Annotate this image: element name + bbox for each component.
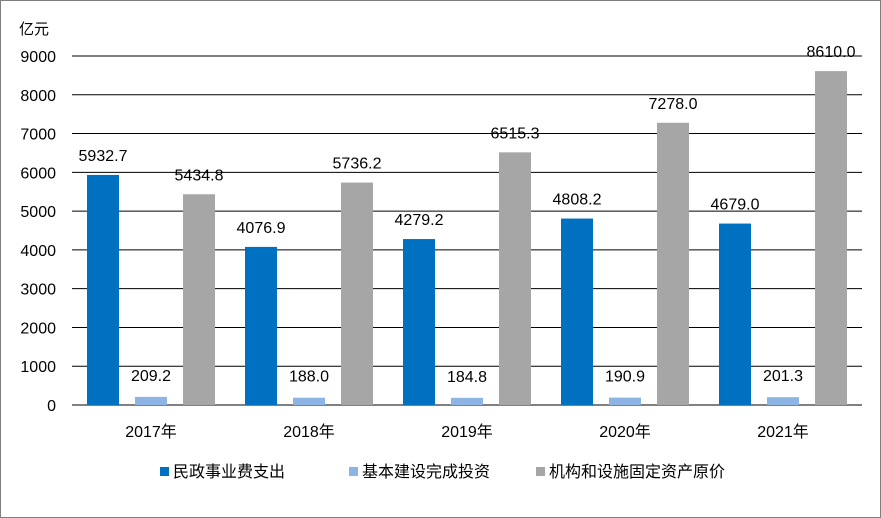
bar-1 bbox=[561, 218, 593, 405]
data-label: 209.2 bbox=[131, 368, 171, 385]
data-label: 4679.0 bbox=[711, 197, 760, 214]
data-label: 188.0 bbox=[289, 369, 329, 386]
legend-swatch-3 bbox=[536, 467, 545, 476]
y-tick-label: 0 bbox=[47, 398, 56, 415]
y-tick-label: 3000 bbox=[20, 282, 56, 299]
data-label: 5434.8 bbox=[175, 167, 224, 184]
data-label: 5736.2 bbox=[333, 156, 382, 173]
bar-1 bbox=[403, 239, 435, 405]
data-label: 7278.0 bbox=[649, 96, 698, 113]
data-label: 184.8 bbox=[447, 369, 487, 386]
y-tick-label: 9000 bbox=[20, 49, 56, 66]
y-tick-label: 1000 bbox=[20, 359, 56, 376]
data-label: 201.3 bbox=[763, 368, 803, 385]
y-tick-label: 5000 bbox=[20, 204, 56, 221]
bar-1 bbox=[719, 223, 751, 405]
bar-3 bbox=[815, 71, 847, 405]
legend-label-1: 民政事业费支出 bbox=[173, 463, 285, 481]
bar-1 bbox=[87, 174, 119, 405]
y-tick-label: 4000 bbox=[20, 243, 56, 260]
bar-3 bbox=[183, 194, 215, 405]
x-tick-label: 2018年 bbox=[283, 423, 335, 441]
data-label: 4076.9 bbox=[237, 220, 286, 237]
data-label: 190.9 bbox=[605, 369, 645, 386]
legend-label-3: 机构和设施固定资产原价 bbox=[549, 463, 725, 481]
data-label: 5932.7 bbox=[79, 148, 128, 165]
bar-3 bbox=[657, 122, 689, 405]
y-tick-label: 2000 bbox=[20, 320, 56, 337]
data-label: 4279.2 bbox=[395, 212, 444, 229]
x-tick-label: 2020年 bbox=[599, 423, 651, 441]
y-tick-label: 6000 bbox=[20, 165, 56, 182]
data-label: 6515.3 bbox=[491, 125, 540, 142]
legend-swatch-2 bbox=[349, 467, 358, 476]
y-tick-label: 7000 bbox=[20, 127, 56, 144]
bar-2 bbox=[451, 397, 483, 405]
legend-swatch-1 bbox=[160, 467, 169, 476]
bar-2 bbox=[767, 397, 799, 405]
legend-label-2: 基本建设完成投资 bbox=[362, 463, 490, 481]
data-label: 8610.0 bbox=[807, 44, 856, 61]
bar-2 bbox=[609, 397, 641, 405]
x-tick-label: 2021年 bbox=[757, 423, 809, 441]
bar-2 bbox=[293, 397, 325, 405]
y-axis-unit-label: 亿元 bbox=[19, 21, 49, 38]
x-tick-label: 2017年 bbox=[125, 423, 177, 441]
bar-3 bbox=[341, 182, 373, 405]
x-tick-label: 2019年 bbox=[441, 423, 493, 441]
bar-2 bbox=[135, 396, 167, 405]
data-label: 4808.2 bbox=[553, 192, 602, 209]
bar-3 bbox=[499, 152, 531, 405]
bar-1 bbox=[245, 246, 277, 405]
y-tick-label: 8000 bbox=[20, 88, 56, 105]
